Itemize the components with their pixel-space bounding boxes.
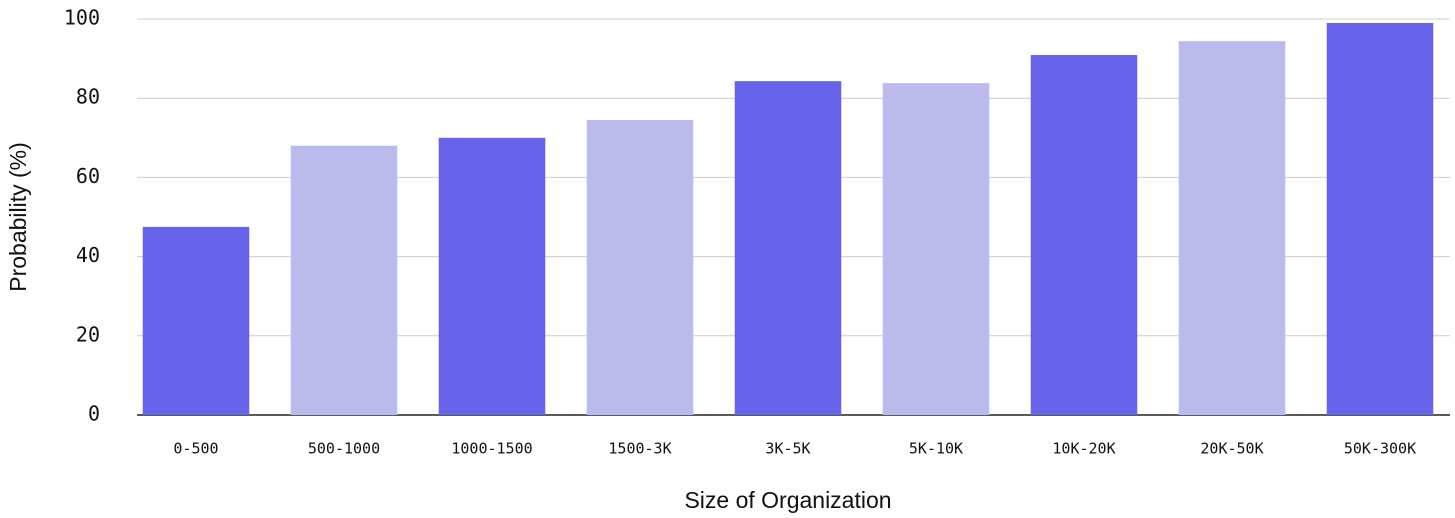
y-tick-label: 80 <box>76 85 100 109</box>
bar <box>438 137 546 416</box>
x-tick-label: 1500-3K <box>608 440 671 458</box>
bar <box>142 226 250 415</box>
bar <box>882 83 990 415</box>
bar <box>1326 22 1434 416</box>
x-tick-label: 10K-20K <box>1052 440 1115 458</box>
x-tick-label: 1000-1500 <box>451 440 532 458</box>
bar <box>1030 55 1138 415</box>
y-tick-label: 20 <box>76 322 100 346</box>
y-tick-label: 0 <box>88 402 100 426</box>
y-tick-label: 100 <box>64 6 100 30</box>
x-tick-label: 50K-300K <box>1344 440 1416 458</box>
bar <box>1178 41 1286 416</box>
y-tick-label: 40 <box>76 243 100 267</box>
bar <box>734 81 842 415</box>
y-axis-label: Probability (%) <box>5 142 31 292</box>
x-tick-label: 5K-10K <box>909 440 963 458</box>
y-tick-label: 60 <box>76 164 100 188</box>
x-tick-label: 500-1000 <box>308 440 380 458</box>
bar <box>586 119 694 415</box>
x-tick-label: 0-500 <box>173 440 218 458</box>
x-tick-label: 20K-50K <box>1200 440 1263 458</box>
x-tick-label: 3K-5K <box>765 440 810 458</box>
x-axis-label: Size of Organization <box>684 487 891 513</box>
bar <box>290 145 398 415</box>
